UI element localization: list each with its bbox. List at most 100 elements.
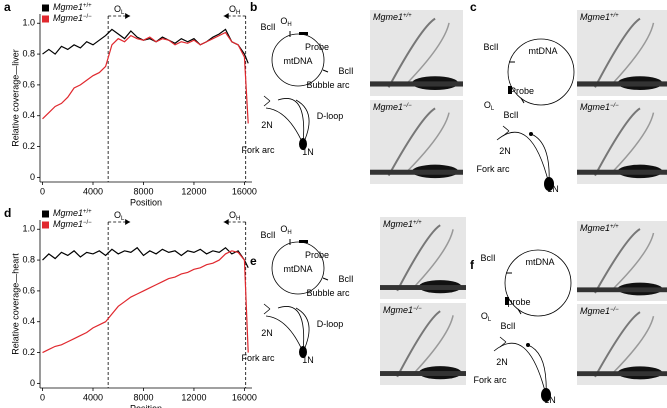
gel-genotype: +/+ <box>610 224 619 230</box>
x-tick-label: 16000 <box>232 392 257 402</box>
arrow-head <box>223 219 229 225</box>
label-text: mtDNA <box>526 257 555 267</box>
diagram-label: D-loop <box>317 111 344 121</box>
gel-arc <box>612 232 655 290</box>
gel-strip <box>577 371 667 377</box>
diagram-label: D-loop <box>317 319 344 329</box>
gel-label: Mgme1−/− <box>383 305 422 315</box>
diagram-label: Fork arc <box>241 353 275 363</box>
diagram-label: Bubble arc <box>306 288 350 298</box>
diagram-label: 2N <box>496 357 508 367</box>
spot-1n <box>299 346 307 358</box>
legend-genotype: −/− <box>83 14 92 20</box>
spot-1n <box>544 177 554 191</box>
label-text: BclI <box>483 42 498 52</box>
label-text: mtDNA <box>284 264 313 274</box>
y-tick-label: 0.4 <box>22 110 35 120</box>
legend-genotype: +/+ <box>83 209 92 215</box>
arrow-head <box>125 219 131 225</box>
spot-2n <box>529 132 533 136</box>
label-text: BclI <box>338 274 353 284</box>
label-text: 1N <box>547 184 559 194</box>
arc <box>527 344 547 396</box>
gel-label: Mgme1+/+ <box>383 219 422 229</box>
marker <box>263 95 271 107</box>
diagram-label: Fork arc <box>473 375 507 385</box>
diagram: BclI OH Probe mtDNA BclI Bubble arc D-loop 2N Fo… <box>241 224 353 365</box>
gel-arc <box>406 112 450 172</box>
mtdna-circle <box>271 241 325 295</box>
origin-label: OH <box>229 210 240 221</box>
line-chart: 0 0.2 0.4 0.6 0.8 1.0 0 4000 8000 12000 16000 Posit… <box>10 208 257 408</box>
diagram-label: BclI <box>483 42 498 52</box>
legend-genotype: +/+ <box>83 3 92 9</box>
arc <box>277 98 305 145</box>
gel-genotype: −/− <box>413 306 422 312</box>
gel-name: Mgme1 <box>580 102 610 112</box>
legend-name: Mgme1 <box>53 219 83 229</box>
gel-arc <box>396 310 441 378</box>
gel-image: Mgme1−/− <box>370 100 463 184</box>
gel-strip <box>370 169 463 175</box>
series-line <box>42 246 249 269</box>
label-text: O <box>280 16 287 26</box>
origin-name: O <box>114 4 121 14</box>
panel-letter: e <box>250 254 257 268</box>
gel-genotype: −/− <box>610 103 619 109</box>
diagram-label: Fork arc <box>476 164 510 174</box>
legend-name: Mgme1 <box>53 208 83 218</box>
arc <box>295 99 310 145</box>
y-axis-label: Relative coverage—liver <box>10 49 20 147</box>
y-tick-label: 0.8 <box>22 254 35 264</box>
gel-name: Mgme1 <box>373 102 403 112</box>
diagram-label: mtDNA <box>284 264 313 274</box>
gel-label: Mgme1+/+ <box>580 223 619 233</box>
origin-subscript: L <box>121 10 125 16</box>
gel-genotype: −/− <box>403 103 412 109</box>
gel-image: Mgme1−/− <box>380 303 466 385</box>
label-text: probe <box>507 297 530 307</box>
origin-name: O <box>114 210 121 220</box>
y-axis-label: Relative coverage—heart <box>10 253 20 355</box>
y-tick-label: 0.2 <box>22 347 35 357</box>
x-tick-label: 4000 <box>83 392 103 402</box>
diagram-label: Probe <box>510 86 534 96</box>
label-text: BclI <box>338 66 353 76</box>
gel-name: Mgme1 <box>580 12 610 22</box>
gel-genotype: −/− <box>610 307 619 313</box>
gel-genotype: +/+ <box>413 220 422 226</box>
origin-subscript: H <box>236 10 240 16</box>
origin-label: OH <box>229 4 240 15</box>
gel-name: Mgme1 <box>580 223 610 233</box>
label-text: D-loop <box>317 319 344 329</box>
gel-label: Mgme1+/+ <box>580 12 619 22</box>
gel-arc <box>413 229 454 288</box>
diagram-label: 1N <box>544 395 556 405</box>
gel-label: Mgme1−/− <box>580 306 619 316</box>
label-text: Fork arc <box>241 353 275 363</box>
diagram-label: Probe <box>305 250 329 260</box>
arc <box>493 342 547 396</box>
label-text: O <box>484 100 491 110</box>
diagram-label: BclI <box>480 253 495 263</box>
gel-label: Mgme1−/− <box>373 102 412 112</box>
gel-strip <box>577 81 667 87</box>
diagram-label: 2N <box>499 146 511 156</box>
diagram-label: mtDNA <box>284 56 313 66</box>
gel-strip <box>370 81 463 87</box>
legend-genotype: −/− <box>83 220 92 226</box>
gel-arc <box>406 22 450 84</box>
label-text: BclI <box>503 110 518 120</box>
gel-image: Mgme1+/+ <box>370 10 463 96</box>
site-tick <box>322 277 329 281</box>
gel-name: Mgme1 <box>373 12 403 22</box>
origin-name: O <box>229 210 236 220</box>
gel-strip <box>380 371 466 376</box>
origin-subscript: L <box>121 216 125 222</box>
diagram-label: OH <box>280 16 291 27</box>
label-text: mtDNA <box>284 56 313 66</box>
diagram: BclI OH Probe mtDNA BclI Bubble arc D-loop 2N Fo… <box>241 16 353 157</box>
origin-subscript: H <box>236 216 240 222</box>
diagram-label: mtDNA <box>526 257 555 267</box>
gel-arc <box>612 315 655 374</box>
